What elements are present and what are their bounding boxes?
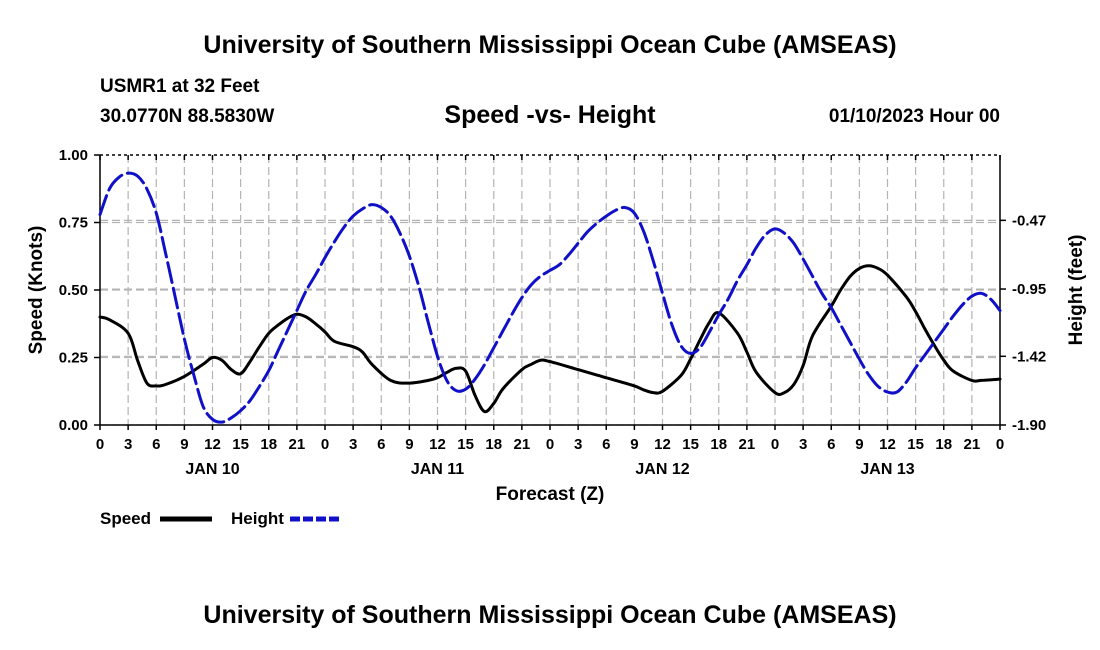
y-right-axis-title: Height (feet): [1066, 235, 1087, 346]
x-tick-label: 18: [935, 436, 952, 453]
x-tick-label: 0: [546, 436, 554, 453]
x-tick-label: 21: [514, 436, 531, 453]
x-tick-label: 18: [710, 436, 727, 453]
legend-speed-label: Speed: [100, 509, 152, 528]
y-right-tick-label: -0.47: [1012, 212, 1046, 229]
y-right-tick-label: -1.90: [1012, 417, 1046, 434]
y-left-tick-label: 0.75: [59, 215, 88, 232]
y-right-tick-label: -1.42: [1012, 348, 1046, 365]
x-tick-label: 3: [124, 436, 132, 453]
x-tick-label: 6: [377, 436, 385, 453]
x-tick-label: 15: [907, 436, 924, 453]
x-tick-label: 18: [485, 436, 502, 453]
station-label: USMR1 at 32 Feet: [100, 76, 260, 97]
y-right-tick-label: -0.95: [1012, 281, 1046, 298]
x-date-label: JAN 13: [860, 461, 914, 478]
legend-speed-swatch: [160, 516, 212, 522]
series-line-height: [98, 171, 1002, 424]
x-tick-label: 21: [289, 436, 306, 453]
speed-height-chart: 0 3 6 9 12 15 18 21 0 3 6 9 12 15 18 21 0 3 6 9 12 15 18 21 0 3 6 9…: [26, 147, 1087, 505]
x-tick-label: 15: [232, 436, 249, 453]
x-date-label: JAN 12: [635, 461, 689, 478]
x-tick-label: 0: [321, 436, 329, 453]
x-tick-label: 21: [739, 436, 756, 453]
forecast-datetime: 01/10/2023 Hour 00: [828, 106, 1000, 127]
chart-title: University of Southern Mississippi Ocean…: [203, 31, 897, 59]
x-tick-label: 6: [152, 436, 160, 453]
y-left-tick-label: 0.25: [59, 350, 88, 367]
x-tick-label: 6: [827, 436, 835, 453]
x-tick-label: 21: [964, 436, 981, 453]
y-left-tick-label: 0.00: [59, 417, 88, 434]
x-date-label: JAN 10: [185, 461, 239, 478]
x-tick-label: 15: [682, 436, 699, 453]
tick-labels: 0 3 6 9 12 15 18 21 0 3 6 9 12 15 18 21 0 3 6 9 12 15 18 21 0 3 6 9…: [26, 147, 1087, 505]
grid-lines: [100, 155, 1000, 426]
y-left-tick-label: 1.00: [59, 147, 88, 164]
x-axis-title: Forecast (Z): [496, 484, 605, 505]
x-date-label: JAN 11: [411, 461, 464, 478]
station-coordinates: 30.0770N 88.5830W: [100, 106, 275, 127]
x-tick-label: 9: [630, 436, 638, 453]
x-tick-label: 12: [879, 436, 896, 453]
y-left-axis-title: Speed (Knots): [26, 226, 47, 355]
legend-height-label: Height: [231, 509, 284, 528]
x-tick-label: 3: [349, 436, 357, 453]
legend-height-swatch: [290, 516, 342, 522]
x-tick-label: 12: [429, 436, 446, 453]
x-tick-label: 12: [204, 436, 221, 453]
series-line-speed: [98, 264, 1002, 414]
x-tick-label: 0: [96, 436, 104, 453]
x-tick-label: 18: [260, 436, 277, 453]
series-lines: [98, 171, 1002, 424]
x-tick-label: 9: [405, 436, 413, 453]
tick-marks: [94, 154, 1006, 430]
x-tick-label: 12: [654, 436, 671, 453]
x-tick-label: 3: [799, 436, 807, 453]
x-tick-label: 0: [996, 436, 1004, 453]
y-left-tick-label: 0.50: [59, 282, 88, 299]
x-tick-label: 9: [855, 436, 863, 453]
x-tick-label: 15: [457, 436, 474, 453]
x-tick-label: 6: [602, 436, 610, 453]
x-tick-label: 3: [574, 436, 582, 453]
x-tick-label: 9: [180, 436, 188, 453]
footer-title: University of Southern Mississippi Ocean…: [203, 601, 897, 629]
x-tick-label: 0: [771, 436, 779, 453]
chart-subtitle: Speed -vs- Height: [444, 101, 656, 129]
